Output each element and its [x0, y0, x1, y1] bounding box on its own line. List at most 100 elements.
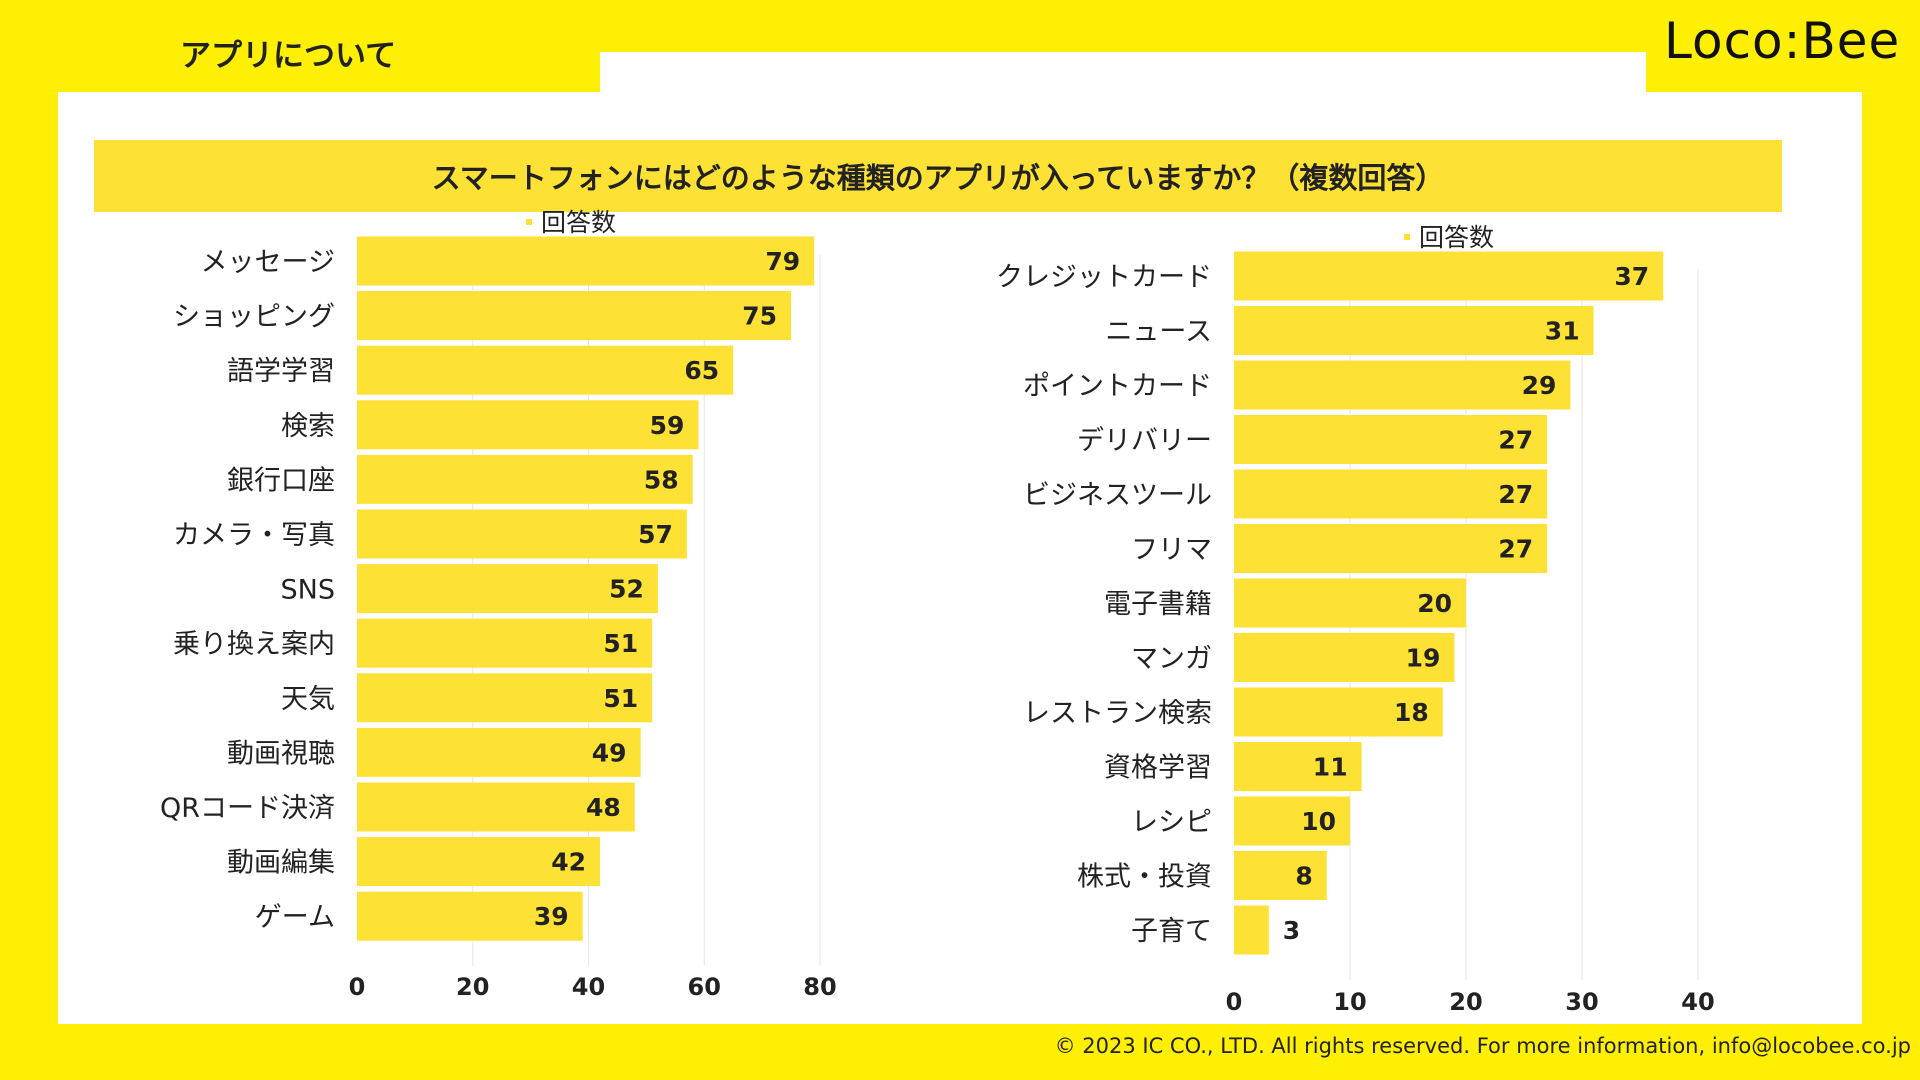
right-category-label: ニュース	[1105, 317, 1212, 348]
chart-title-band: スマートフォンにはどのような種類のアプリが入っていますか？（複数回答）	[94, 140, 1782, 212]
left-legend-label: 回答数	[541, 208, 616, 237]
right-value-label: 19	[1406, 644, 1441, 673]
right-tick-label: 20	[1449, 988, 1482, 1016]
right-value-label: 29	[1522, 371, 1557, 400]
right-legend-swatch	[1404, 234, 1410, 240]
left-value-label: 42	[551, 848, 586, 877]
left-bar	[357, 891, 583, 941]
right-category-label: クレジットカード	[996, 262, 1212, 293]
right-category-label: ビジネスツール	[1023, 480, 1212, 511]
section-tab: アプリについて	[180, 38, 397, 74]
right-tick-label: 30	[1565, 988, 1598, 1016]
left-bar	[357, 564, 658, 614]
right-value-label: 37	[1614, 262, 1649, 291]
right-category-label: レシピ	[1131, 807, 1212, 838]
left-bar	[357, 782, 635, 832]
locobee-logo: Loco:Bee	[1664, 12, 1901, 70]
right-category-label: デリバリー	[1077, 426, 1212, 457]
right-value-label: 3	[1283, 916, 1300, 945]
left-category-label: 語学学習	[227, 356, 335, 387]
right-bar	[1234, 742, 1362, 791]
right-bar	[1234, 851, 1327, 900]
right-legend-label: 回答数	[1419, 223, 1494, 252]
left-value-label: 59	[650, 411, 685, 440]
left-category-label: 動画視聴	[227, 738, 335, 769]
right-category-label: ポイントカード	[1023, 371, 1212, 402]
right-value-label: 18	[1394, 698, 1429, 727]
right-bar	[1234, 578, 1466, 628]
right-value-label: 8	[1295, 862, 1312, 891]
left-value-label: 39	[534, 902, 569, 931]
left-value-label: 48	[586, 793, 621, 822]
copyright-notice: © 2023 IC CO., LTD. All rights reserved.…	[1054, 1034, 1911, 1058]
left-category-label: 検索	[281, 411, 335, 442]
header-panel-extension	[600, 52, 1646, 92]
left-value-label: 51	[603, 629, 638, 658]
right-value-label: 20	[1417, 589, 1452, 618]
left-category-label: メッセージ	[201, 247, 335, 278]
right-bar	[1234, 524, 1548, 573]
left-bar	[357, 509, 687, 559]
left-value-label: 79	[765, 247, 800, 276]
right-tick-label: 10	[1333, 988, 1366, 1016]
left-value-label: 49	[592, 738, 627, 767]
left-category-label: ゲーム	[255, 902, 335, 933]
left-bar	[357, 400, 699, 450]
right-bar	[1234, 415, 1548, 464]
left-category-label: QRコード決済	[160, 793, 335, 824]
left-value-label: 57	[638, 520, 673, 549]
left-value-label: 52	[609, 575, 644, 604]
right-bar	[1234, 306, 1594, 355]
right-bar	[1234, 469, 1548, 519]
left-bar	[357, 727, 641, 777]
left-category-label: 乗り換え案内	[173, 629, 335, 660]
left-value-label: 65	[684, 356, 719, 385]
left-bar	[357, 236, 815, 286]
right-bar	[1234, 360, 1571, 410]
right-value-label: 11	[1313, 753, 1348, 782]
left-tick-label: 80	[803, 973, 836, 1001]
right-bar	[1234, 796, 1350, 846]
right-bar	[1234, 905, 1269, 955]
right-value-label: 27	[1498, 426, 1533, 455]
right-tick-label: 40	[1681, 988, 1714, 1016]
right-category-label: レストラン検索	[1023, 698, 1212, 729]
right-value-label: 10	[1301, 807, 1336, 836]
left-tick-label: 40	[572, 973, 605, 1001]
left-bar	[357, 454, 693, 504]
chart-title: スマートフォンにはどのような種類のアプリが入っていますか？（複数回答）	[431, 161, 1445, 195]
left-category-label: 銀行口座	[227, 465, 335, 496]
right-bar	[1234, 633, 1455, 682]
right-category-label: 株式・投資	[1077, 862, 1212, 893]
left-legend-swatch	[526, 219, 532, 225]
left-category-label: 動画編集	[227, 848, 335, 879]
left-bar	[357, 673, 653, 723]
left-bar	[357, 291, 792, 341]
left-category-label: 天気	[281, 684, 335, 715]
right-category-label: マンガ	[1131, 644, 1212, 675]
right-category-label: 資格学習	[1104, 753, 1212, 784]
left-tick-label: 60	[688, 973, 721, 1001]
left-tick-label: 0	[349, 973, 366, 1001]
left-bar	[357, 837, 601, 887]
right-category-label: 子育て	[1131, 916, 1212, 947]
right-bar	[1234, 251, 1664, 301]
left-category-label: SNS	[281, 575, 335, 606]
left-category-label: ショッピング	[173, 302, 335, 333]
left-category-label: カメラ・写真	[173, 520, 335, 551]
right-category-label: 電子書籍	[1104, 589, 1212, 620]
right-value-label: 31	[1545, 317, 1580, 346]
left-bar	[357, 618, 653, 668]
right-value-label: 27	[1498, 480, 1533, 509]
left-value-label: 58	[644, 465, 679, 494]
right-tick-label: 0	[1226, 988, 1243, 1016]
right-category-label: フリマ	[1131, 535, 1212, 566]
left-bar	[357, 345, 734, 395]
left-value-label: 75	[742, 302, 777, 331]
right-bar	[1234, 687, 1443, 737]
right-value-label: 27	[1498, 535, 1533, 564]
left-value-label: 51	[603, 684, 638, 713]
left-tick-label: 20	[456, 973, 489, 1001]
